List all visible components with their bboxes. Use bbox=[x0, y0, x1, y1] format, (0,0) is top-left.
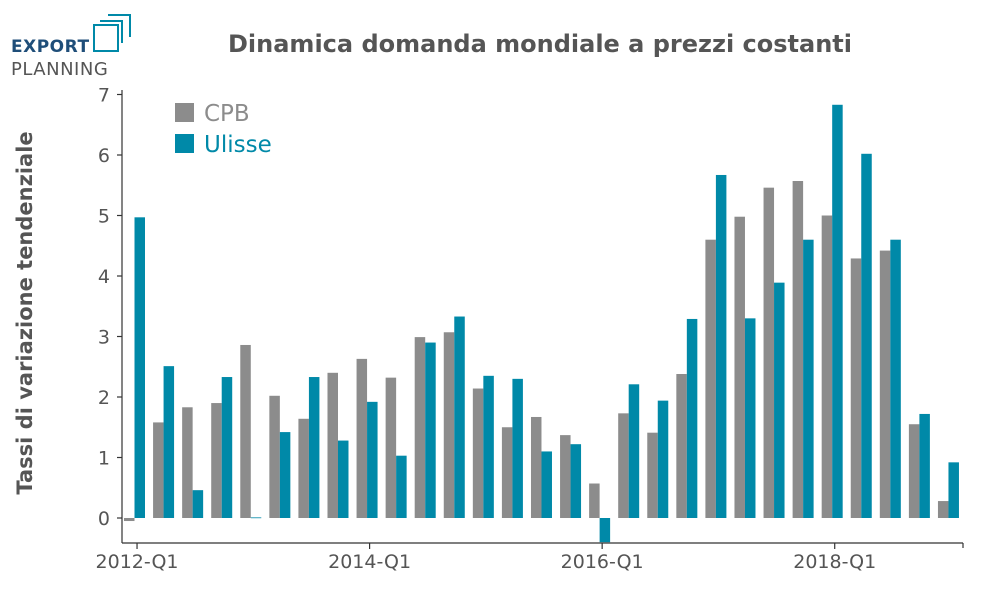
bar-cpb-2016-q4 bbox=[676, 374, 687, 518]
y-tick-label-2: 2 bbox=[98, 387, 110, 409]
y-tick-label-1: 1 bbox=[98, 448, 110, 470]
bar-cpb-2017-q4 bbox=[792, 181, 804, 518]
bar-ulisse-2013-q1 bbox=[250, 517, 262, 519]
bar-ulisse-2018-q1 bbox=[832, 104, 843, 518]
bar-ulisse-2013-q2 bbox=[279, 432, 291, 518]
bar-ulisse-2017-q2 bbox=[744, 318, 756, 518]
logo-line-1: EXPORT bbox=[11, 37, 90, 57]
axes-layer: 0 1 2 3 4 5 6 7 2012-Q1 2014-Q1 2016-Q1 2018-Q1 bbox=[96, 85, 964, 573]
bar-ulisse-2015-q1 bbox=[483, 375, 494, 518]
bar-cpb-2019-q1 bbox=[937, 501, 949, 518]
bar-ulisse-2014-q3 bbox=[425, 342, 436, 518]
bar-cpb-2018-q2 bbox=[850, 258, 862, 518]
bar-ulisse-2015-q2 bbox=[512, 378, 523, 518]
bar-cpb-2016-q2 bbox=[618, 413, 629, 518]
bar-cpb-2014-q3 bbox=[414, 337, 426, 519]
y-axis-label: Tassi di variazione tendenziale bbox=[13, 131, 37, 494]
bar-cpb-2013-q3 bbox=[298, 418, 309, 518]
bar-cpb-2012-q1 bbox=[124, 518, 135, 522]
bar-ulisse-2019-q1 bbox=[948, 462, 959, 518]
bar-cpb-2018-q1 bbox=[821, 215, 833, 518]
bar-cpb-2017-q3 bbox=[763, 187, 775, 519]
bar-cpb-2015-q3 bbox=[530, 416, 542, 518]
export-planning-logo: EXPORT PLANNING bbox=[11, 14, 131, 80]
bar-ulisse-2012-q3 bbox=[192, 490, 204, 518]
y-tick-label-4: 4 bbox=[98, 266, 110, 288]
legend-swatch-ulisse bbox=[175, 134, 194, 153]
bars-layer bbox=[124, 104, 959, 543]
bar-cpb-2014-q4 bbox=[443, 332, 455, 518]
legend-label-ulisse: Ulisse bbox=[204, 132, 272, 158]
y-tick-label-5: 5 bbox=[98, 206, 110, 228]
bar-ulisse-2016-q2 bbox=[628, 384, 640, 518]
bar-ulisse-2018-q3 bbox=[890, 239, 901, 518]
x-tick-label-2018-q1: 2018-Q1 bbox=[793, 551, 876, 573]
bar-ulisse-2014-q4 bbox=[454, 316, 465, 518]
bar-ulisse-2012-q1 bbox=[134, 217, 145, 518]
bar-ulisse-2013-q3 bbox=[308, 377, 320, 518]
bar-ulisse-2013-q4 bbox=[337, 440, 349, 518]
bar-cpb-2012-q2 bbox=[153, 422, 164, 518]
y-tick-label-0: 0 bbox=[98, 508, 110, 530]
logo-line-2: PLANNING bbox=[11, 59, 108, 80]
bar-ulisse-2014-q2 bbox=[396, 455, 407, 519]
bar-cpb-2014-q2 bbox=[385, 377, 397, 518]
bar-ulisse-2017-q1 bbox=[715, 174, 727, 518]
legend: CPB Ulisse bbox=[175, 101, 272, 158]
legend-label-cpb: CPB bbox=[204, 101, 250, 127]
bar-cpb-2012-q4 bbox=[211, 403, 222, 518]
x-tick-label-2016-q1: 2016-Q1 bbox=[561, 551, 644, 573]
legend-swatch-cpb bbox=[175, 103, 194, 122]
bar-cpb-2016-q3 bbox=[647, 432, 658, 518]
bar-cpb-2017-q2 bbox=[734, 216, 745, 518]
bar-cpb-2018-q4 bbox=[908, 424, 920, 519]
bar-ulisse-2015-q3 bbox=[541, 451, 552, 518]
bar-ulisse-2012-q4 bbox=[221, 377, 233, 518]
bar-ulisse-2017-q3 bbox=[774, 282, 785, 518]
bar-cpb-2018-q3 bbox=[879, 250, 891, 518]
bar-ulisse-2015-q4 bbox=[570, 444, 582, 518]
bar-cpb-2014-q1 bbox=[356, 358, 368, 518]
bar-cpb-2012-q3 bbox=[182, 407, 193, 518]
chart-title: Dinamica domanda mondiale a prezzi costa… bbox=[228, 30, 852, 58]
y-tick-label-7: 7 bbox=[98, 85, 110, 107]
bar-cpb-2013-q4 bbox=[327, 372, 338, 518]
bar-cpb-2013-q1 bbox=[240, 344, 251, 518]
bar-ulisse-2017-q4 bbox=[803, 239, 814, 518]
bar-cpb-2016-q1 bbox=[589, 483, 600, 518]
bar-ulisse-2018-q4 bbox=[919, 413, 930, 518]
bar-ulisse-2014-q1 bbox=[367, 401, 378, 518]
bar-cpb-2015-q1 bbox=[472, 388, 484, 518]
x-tick-label-2012-q1: 2012-Q1 bbox=[96, 551, 179, 573]
x-tick-label-2014-q1: 2014-Q1 bbox=[328, 551, 411, 573]
bar-ulisse-2012-q2 bbox=[163, 366, 175, 518]
y-tick-label-6: 6 bbox=[98, 145, 110, 167]
bar-cpb-2017-q1 bbox=[705, 239, 716, 518]
bar-cpb-2015-q2 bbox=[501, 427, 513, 518]
bar-cpb-2015-q4 bbox=[560, 435, 571, 519]
bar-ulisse-2016-q1 bbox=[599, 518, 611, 543]
bar-cpb-2013-q2 bbox=[269, 395, 280, 518]
y-tick-label-3: 3 bbox=[98, 327, 110, 349]
bar-ulisse-2018-q2 bbox=[861, 153, 872, 519]
bar-ulisse-2016-q4 bbox=[686, 318, 698, 518]
bar-ulisse-2016-q3 bbox=[657, 400, 669, 518]
